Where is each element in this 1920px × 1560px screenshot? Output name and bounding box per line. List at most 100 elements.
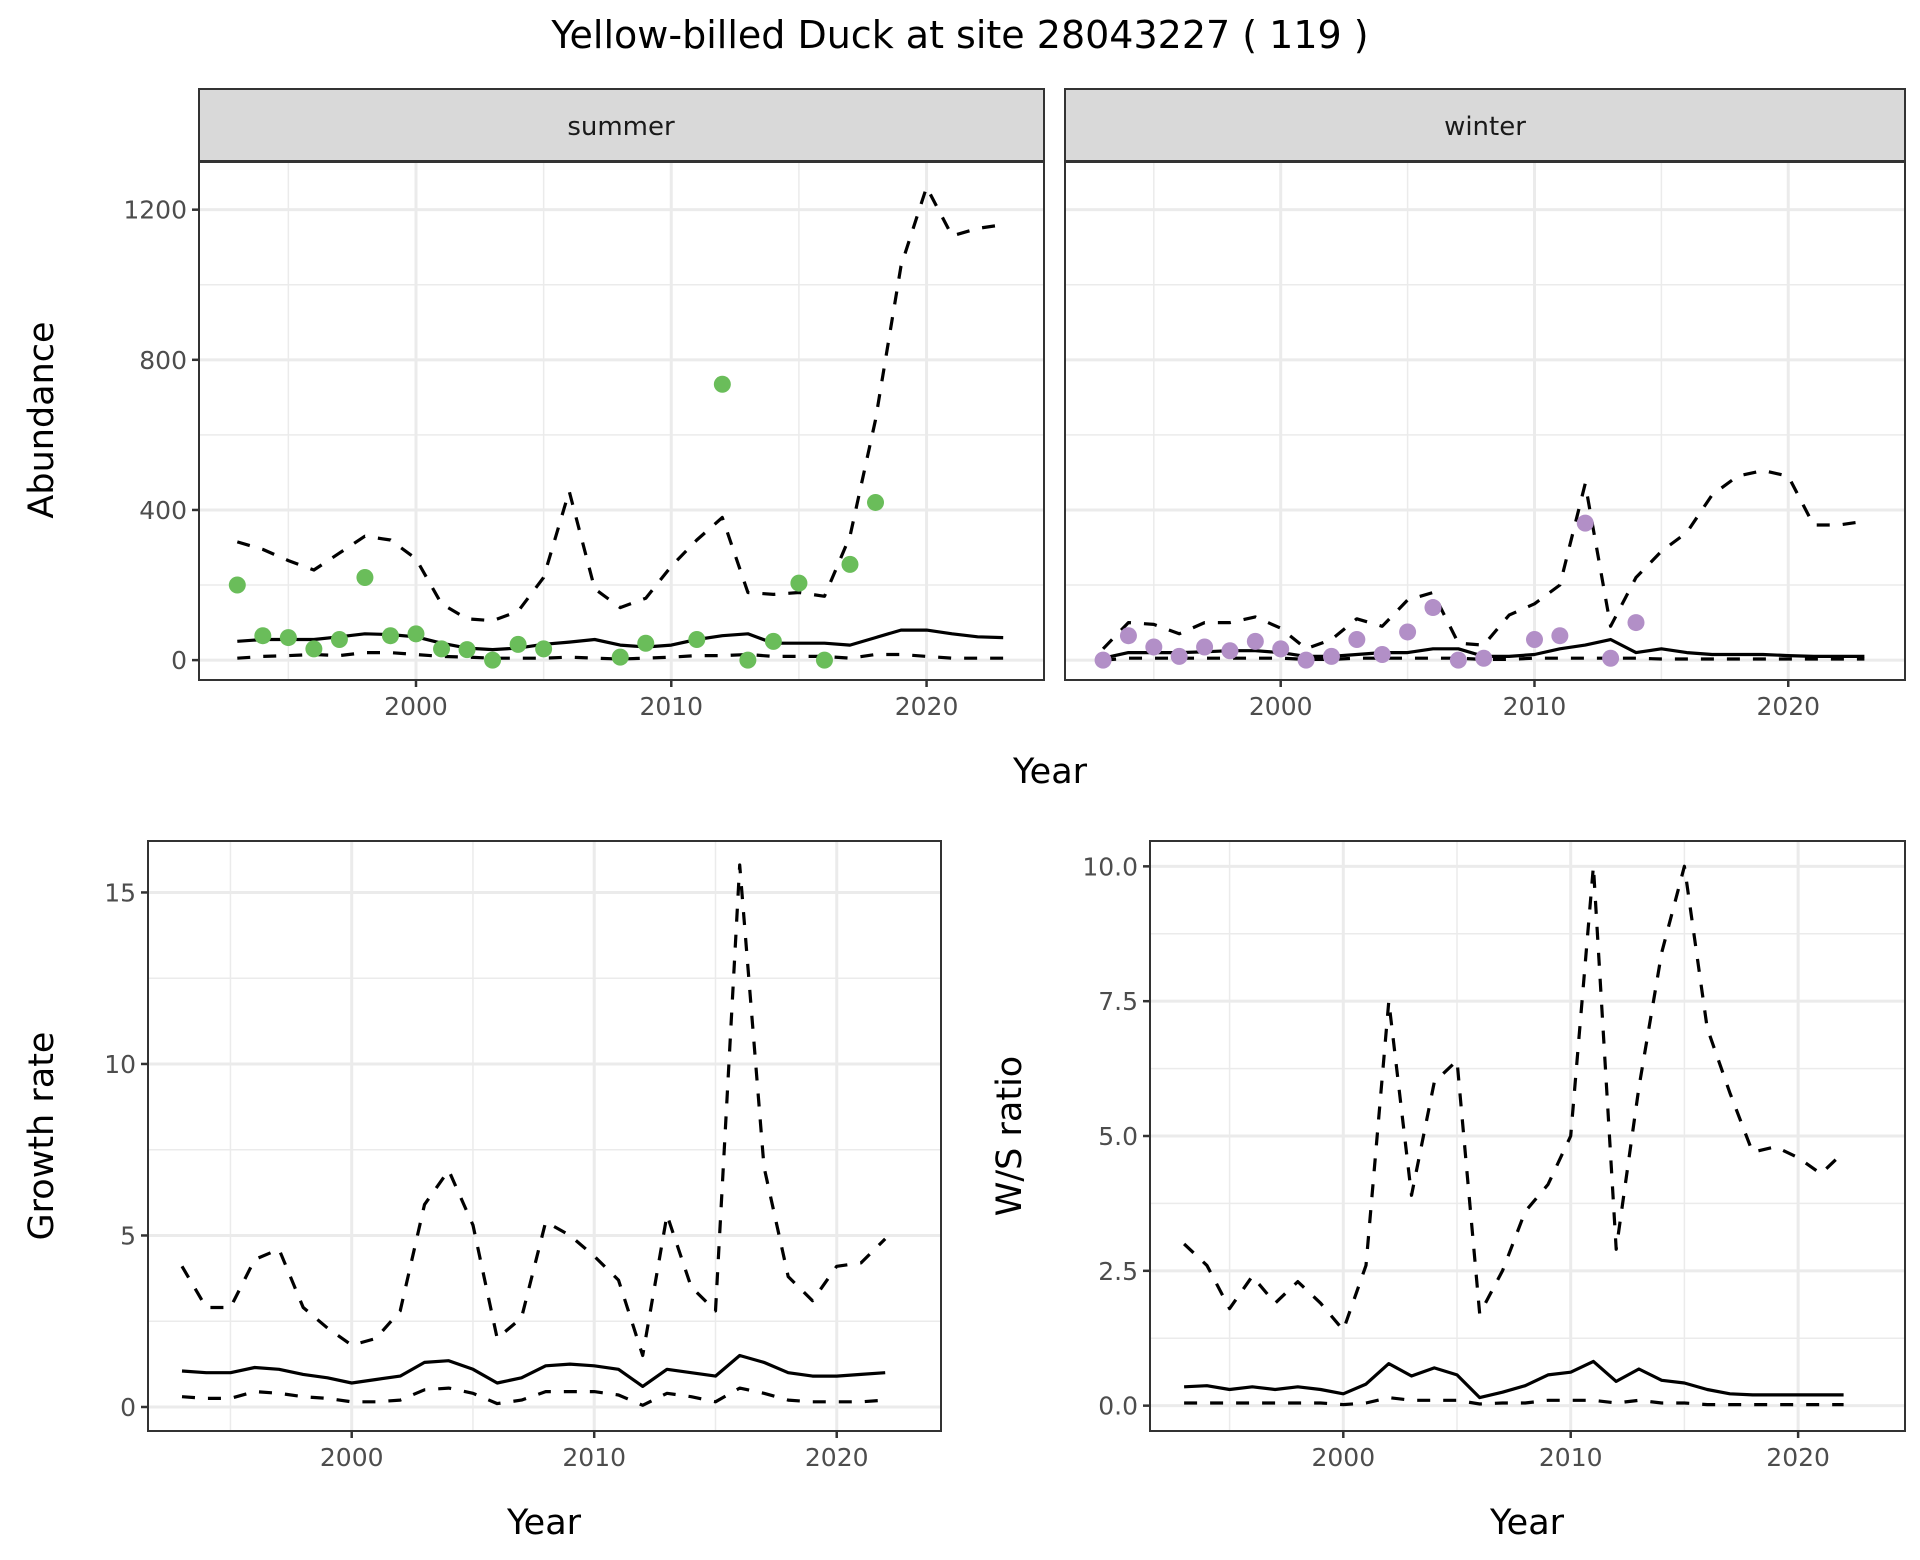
- data-point: [1576, 514, 1594, 532]
- x-tick-label: 2000: [1249, 692, 1313, 721]
- y-tick-label: 400: [139, 496, 187, 525]
- data-point: [330, 630, 348, 648]
- data-point: [688, 630, 706, 648]
- y-tick-label: 10.0: [1082, 852, 1138, 881]
- y-tick-label: 7.5: [1098, 987, 1138, 1016]
- data-point: [433, 640, 451, 658]
- data-point: [1602, 649, 1620, 667]
- x-tick-label: 2010: [1503, 692, 1567, 721]
- y-tick-label: 0.0: [1098, 1392, 1138, 1421]
- series-line-upper: [1101, 468, 1865, 651]
- data-point: [356, 569, 374, 587]
- data-point: [254, 627, 272, 645]
- data-point: [611, 648, 629, 666]
- figure-title: Yellow-billed Duck at site 28043227 ( 11…: [550, 13, 1368, 57]
- series-line-lower: [1102, 656, 1865, 662]
- data-point: [407, 625, 425, 643]
- panel-summer: summer 2000 2010 2020 0 400 800 1200: [123, 88, 1045, 721]
- data-point: [841, 555, 859, 573]
- plot-border: [1064, 161, 1906, 681]
- data-point: [458, 641, 476, 659]
- data-point: [484, 651, 502, 669]
- x-axis-title-growth: Year: [506, 1503, 582, 1543]
- data-point: [1196, 638, 1214, 656]
- data-point: [637, 634, 655, 652]
- data-point: [790, 574, 808, 592]
- series-line-mean: [181, 1353, 886, 1388]
- x-tick-label: 2010: [1539, 1443, 1603, 1472]
- x-tick-label: 2020: [805, 1443, 869, 1472]
- data-point: [1094, 651, 1112, 669]
- data-point: [1297, 651, 1315, 669]
- y-axis-title-growth-rate: Growth rate: [22, 1032, 62, 1241]
- plot-background: [199, 162, 1044, 680]
- series-line-lower: [1184, 1396, 1844, 1407]
- series-line-lower: [181, 1386, 886, 1407]
- y-tick-label: 10: [104, 1050, 136, 1079]
- plot-border: [1149, 840, 1906, 1432]
- data-point: [1424, 599, 1442, 617]
- x-tick-label: 2010: [562, 1443, 626, 1472]
- x-axis-title-top: Year: [1012, 752, 1088, 792]
- x-tick-label: 2000: [1311, 1443, 1375, 1472]
- strip-summer: [198, 88, 1045, 162]
- data-point: [1246, 632, 1264, 650]
- data-point: [1322, 647, 1340, 665]
- x-axis-title-ws: Year: [1489, 1503, 1565, 1543]
- x-tick-label: 2020: [1756, 692, 1820, 721]
- x-tick-label: 2020: [1766, 1443, 1830, 1472]
- data-point: [1525, 630, 1543, 648]
- data-point: [1348, 630, 1366, 648]
- y-tick-label: 15: [104, 878, 136, 907]
- y-tick-label: 0: [120, 1393, 136, 1422]
- data-point: [713, 375, 731, 393]
- data-point: [1272, 640, 1290, 658]
- panel-growth-rate: 2000 2010 2020 0 5 10 15: [104, 840, 942, 1472]
- x-tick-label: 2000: [384, 692, 448, 721]
- x-tick-label: 2010: [639, 692, 703, 721]
- data-point: [228, 576, 246, 594]
- data-point: [764, 632, 782, 650]
- y-tick-label: 0: [171, 646, 187, 675]
- data-point: [279, 629, 297, 647]
- series-line-mean: [237, 628, 1004, 652]
- x-tick-label: 2020: [895, 692, 959, 721]
- y-axis-title-abundance: Abundance: [22, 321, 62, 518]
- y-tick-label: 5: [120, 1221, 136, 1250]
- series-line-mean: [1184, 1359, 1844, 1400]
- plot-background: [148, 841, 941, 1431]
- x-tick-label: 2000: [320, 1443, 384, 1472]
- strip-winter: [1064, 88, 1906, 162]
- panel-ws-ratio: 2000 2010 2020 0.0 2.5 5.0 7.5 10.0: [1082, 840, 1906, 1472]
- strip-label-winter: winter: [1444, 112, 1526, 142]
- y-tick-label: 2.5: [1098, 1257, 1138, 1286]
- data-point: [1170, 647, 1188, 665]
- data-point: [381, 627, 399, 645]
- data-point: [739, 651, 757, 669]
- data-point: [509, 635, 527, 653]
- data-point: [1551, 627, 1569, 645]
- plot-border: [147, 840, 942, 1432]
- plot-background: [1065, 162, 1905, 680]
- data-point: [1119, 627, 1137, 645]
- y-axis-title-ws-ratio: W/S ratio: [990, 1056, 1030, 1216]
- series-line-upper: [236, 185, 1004, 623]
- data-point: [305, 640, 323, 658]
- data-point: [1145, 638, 1163, 656]
- y-tick-label: 800: [139, 346, 187, 375]
- panel-winter: winter 2000 2010 2020: [1064, 88, 1906, 721]
- y-tick-label: 5.0: [1098, 1122, 1138, 1151]
- data-point: [815, 651, 833, 669]
- data-point: [1627, 614, 1645, 632]
- data-point: [535, 640, 553, 658]
- strip-label-summer: summer: [567, 112, 675, 142]
- y-tick-label: 1200: [123, 196, 187, 225]
- data-point: [1399, 623, 1417, 641]
- data-point: [1449, 651, 1467, 669]
- data-point: [1221, 642, 1239, 660]
- data-point: [867, 493, 885, 511]
- plot-border: [198, 161, 1045, 681]
- data-point: [1373, 645, 1391, 663]
- data-point: [1475, 649, 1493, 667]
